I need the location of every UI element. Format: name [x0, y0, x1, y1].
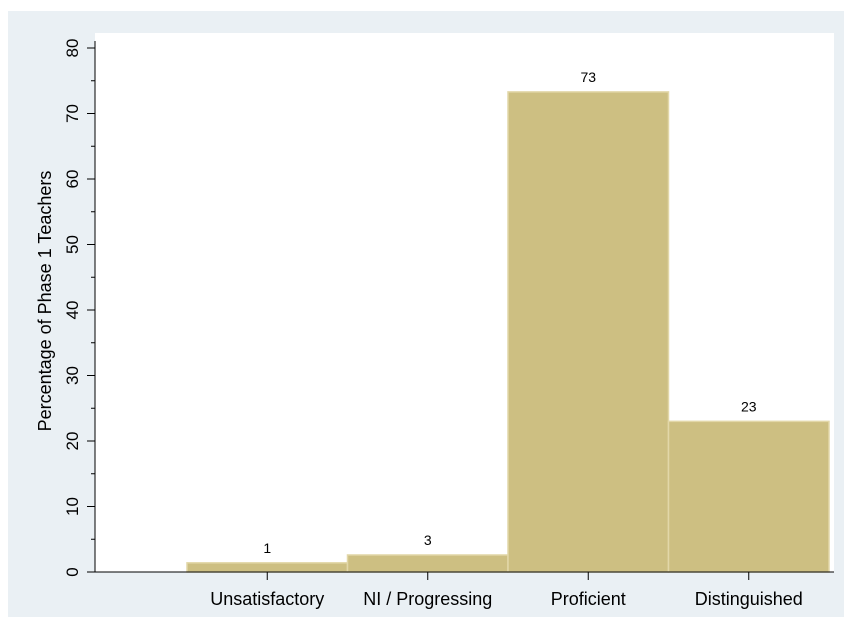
y-axis-title: Percentage of Phase 1 Teachers — [35, 171, 55, 432]
data-labels: 1 3 73 23 — [263, 69, 756, 556]
bar-4 — [667, 420, 830, 573]
y-tick-label: 30 — [63, 366, 82, 385]
bar-1 — [186, 562, 349, 573]
y-axis: 0 10 20 30 40 50 60 70 80 — [63, 39, 96, 577]
y-tick-label: 10 — [63, 497, 82, 516]
bar-2 — [346, 554, 509, 573]
x-axis: Unsatisfactory NI / Progressing Proficient… — [95, 571, 834, 609]
bar-3 — [507, 91, 670, 573]
x-tick-label: Distinguished — [695, 589, 803, 609]
y-tick-label: 70 — [63, 104, 82, 123]
y-tick-label: 60 — [63, 170, 82, 189]
y-tick-label: 0 — [63, 567, 82, 576]
y-tick-label: 80 — [63, 39, 82, 58]
data-label-4: 23 — [741, 398, 757, 414]
data-label-2: 3 — [424, 532, 432, 548]
bars — [186, 91, 830, 573]
x-tick-label: NI / Progressing — [363, 589, 492, 609]
y-tick-label: 40 — [63, 301, 82, 320]
data-label-1: 1 — [263, 540, 271, 556]
data-label-3: 73 — [580, 69, 596, 85]
x-tick-label: Proficient — [551, 589, 626, 609]
y-tick-label: 50 — [63, 235, 82, 254]
x-tick-label: Unsatisfactory — [210, 589, 324, 609]
y-tick-label: 20 — [63, 432, 82, 451]
